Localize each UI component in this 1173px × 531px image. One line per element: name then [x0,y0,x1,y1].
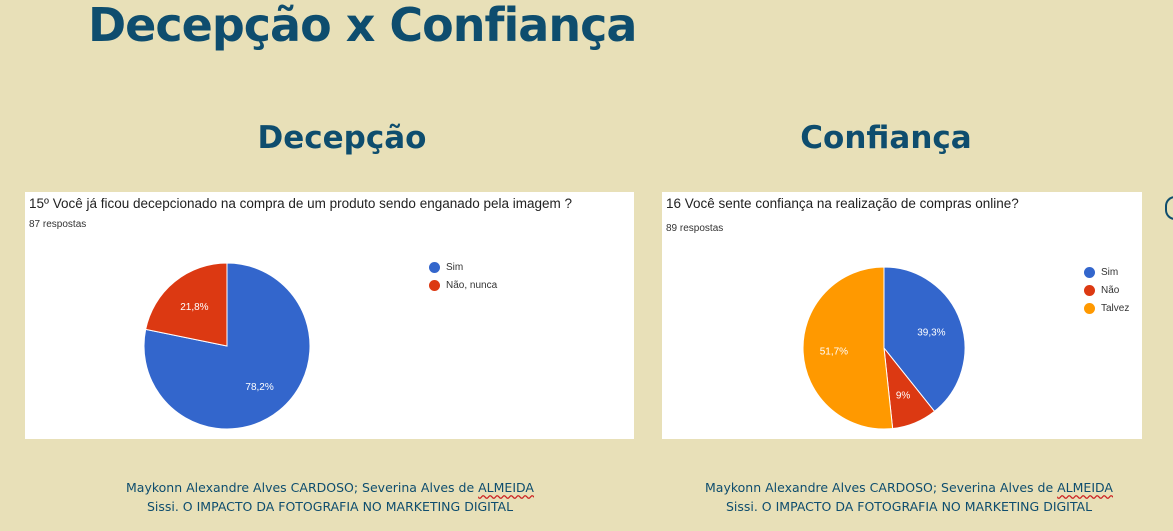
legend-item: Sim [429,258,497,276]
legend-item: Talvez [1084,299,1129,317]
legend-label: Talvez [1101,302,1130,314]
legend-swatch [1084,266,1095,278]
chart-legend: Sim Não Talvez [1084,263,1129,317]
pie-value-label: 9% [896,391,911,402]
chart-panel-confianca: 16 Você sente confiança na realização de… [662,192,1142,439]
pie-value-label: 51,7% [820,347,848,358]
pie-value-label: 21,8% [180,302,208,313]
section-title-decepcao: Decepção [257,120,427,156]
pie-slice-sim [883,266,966,413]
citation-confianca: Maykonn Alexandre Alves CARDOSO; Severin… [705,480,1113,514]
legend-swatch [1084,302,1095,314]
legend-swatch [429,261,440,273]
pie-slice-sim [143,262,311,430]
legend-label: Não [1101,284,1120,296]
legend-item: Não [1084,281,1129,299]
chart-legend: Sim Não, nunca [429,258,497,294]
pie-chart-confianca: 39,3% 9% 51,7% [802,266,966,430]
pie-value-label: 78,2% [245,382,273,393]
chart-question: 16 Você sente confiança na realização de… [666,196,1019,211]
chart-response-count: 89 respostas [666,223,724,234]
pie-chart-decepcao: 78,2% 21,8% [143,262,311,430]
chart-panel-decepcao: 15º Você já ficou decepcionado na compra… [25,192,634,439]
legend-label: Sim [446,261,464,273]
chart-response-count: 87 respostas [29,219,87,230]
legend-swatch [1084,284,1095,296]
section-title-confianca: Confiança [800,120,972,156]
edge-fragment [1165,196,1173,220]
legend-swatch [429,279,440,291]
pie-slice-n-o-nunca [145,262,228,347]
chart-question: 15º Você já ficou decepcionado na compra… [29,196,573,211]
legend-item: Sim [1084,263,1129,281]
page-title: Decepção x Confiança [88,0,637,52]
pie-slice-talvez [802,266,894,430]
legend-item: Não, nunca [429,276,497,294]
legend-label: Não, nunca [446,279,498,291]
pie-value-label: 39,3% [917,327,945,338]
legend-label: Sim [1101,266,1119,278]
citation-decepcao: Maykonn Alexandre Alves CARDOSO; Severin… [126,480,534,514]
